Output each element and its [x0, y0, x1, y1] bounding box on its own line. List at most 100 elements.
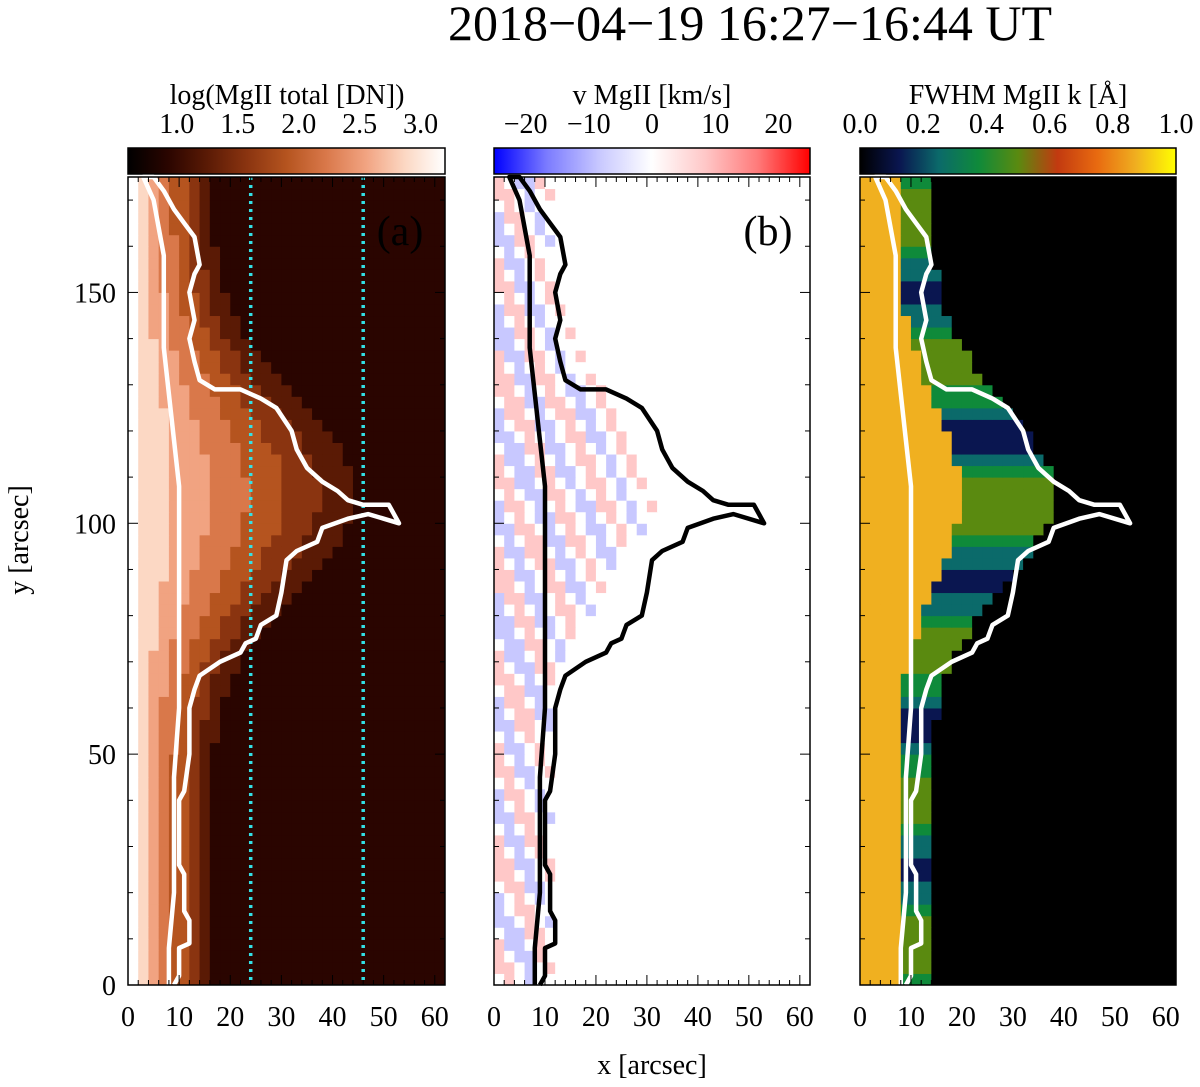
heatmap-cell: [271, 327, 282, 340]
heatmap-cell: [168, 303, 180, 317]
heatmap-cell: [575, 454, 587, 467]
heatmap-cell: [769, 557, 780, 570]
x-tick-label: 10: [165, 1002, 193, 1033]
heatmap-cell: [555, 500, 566, 513]
heatmap-cell: [718, 800, 729, 813]
heatmap-cell: [555, 627, 566, 640]
heatmap-cell: [555, 581, 566, 594]
heatmap-cell: [697, 303, 709, 317]
heatmap-cell: [494, 211, 505, 224]
heatmap-cell: [697, 327, 709, 340]
heatmap-cell: [585, 650, 597, 663]
heatmap-cell: [646, 292, 658, 305]
heatmap-cell: [404, 177, 415, 190]
heatmap-cell: [434, 546, 446, 559]
heatmap-cell: [281, 777, 293, 790]
heatmap-cell: [667, 338, 678, 351]
heatmap-cell: [301, 477, 313, 490]
heatmap-cell: [260, 384, 272, 397]
heatmap-cell: [626, 915, 638, 928]
heatmap-cell: [128, 604, 139, 617]
heatmap-cell: [697, 696, 709, 709]
heatmap-cell: [738, 419, 750, 432]
heatmap-cell: [148, 442, 160, 455]
heatmap-cell: [606, 188, 617, 201]
heatmap-cell: [312, 858, 323, 871]
heatmap-cell: [524, 823, 536, 836]
heatmap-cell: [910, 846, 922, 859]
heatmap-cell: [626, 581, 638, 594]
heatmap-cell: [1125, 904, 1136, 917]
heatmap-cell: [179, 950, 190, 963]
heatmap-cell: [291, 315, 303, 328]
heatmap-cell: [667, 361, 678, 374]
heatmap-cell: [1145, 938, 1157, 951]
heatmap-cell: [352, 673, 364, 686]
heatmap-cell: [575, 303, 587, 317]
heatmap-cell: [667, 257, 678, 270]
heatmap-cell: [504, 315, 515, 328]
heatmap-cell: [708, 938, 719, 951]
heatmap-cell: [322, 234, 334, 247]
heatmap-cell: [383, 315, 395, 328]
heatmap-cell: [383, 858, 395, 871]
heatmap-cell: [544, 292, 556, 305]
heatmap-cell: [271, 200, 282, 213]
heatmap-cell: [544, 511, 556, 524]
heatmap-cell: [322, 315, 334, 328]
heatmap-cell: [667, 557, 678, 570]
heatmap-cell: [687, 915, 699, 928]
heatmap-cell: [148, 396, 160, 409]
heatmap-cell: [646, 696, 658, 709]
heatmap-cell: [504, 834, 515, 847]
heatmap-cell: [504, 973, 515, 986]
heatmap-cell: [728, 177, 740, 190]
heatmap-cell: [168, 269, 180, 282]
heatmap-cell: [168, 961, 180, 974]
heatmap-cell: [738, 338, 750, 351]
heatmap-cell: [504, 581, 515, 594]
heatmap-cell: [687, 269, 699, 282]
heatmap-cell: [138, 292, 149, 305]
heatmap-cell: [575, 188, 587, 201]
heatmap-cell: [240, 892, 252, 905]
heatmap-cell: [890, 869, 902, 882]
colorbar-tick-label: 0.4: [969, 109, 1004, 140]
heatmap-cell: [504, 627, 515, 640]
heatmap-cell: [209, 523, 221, 536]
heatmap-cell: [524, 396, 536, 409]
heatmap-cell: [220, 742, 231, 755]
heatmap-cell: [779, 534, 791, 547]
heatmap-cell: [504, 511, 515, 524]
heatmap-cell: [880, 938, 892, 951]
heatmap-cell: [657, 177, 668, 190]
heatmap-cell: [636, 615, 648, 628]
heatmap-cell: [158, 604, 170, 617]
heatmap-cell: [595, 396, 607, 409]
heatmap-cell: [555, 904, 566, 917]
heatmap-cell: [606, 592, 617, 605]
heatmap-cell: [158, 650, 170, 663]
heatmap-cell: [504, 269, 515, 282]
heatmap-cell: [565, 627, 577, 640]
heatmap-cell: [332, 223, 344, 236]
heatmap-cell: [544, 442, 556, 455]
heatmap-cell: [1145, 915, 1157, 928]
heatmap-cell: [291, 419, 303, 432]
heatmap-cell: [312, 500, 323, 513]
heatmap-cell: [941, 846, 953, 859]
heatmap-cell: [281, 269, 293, 282]
heatmap-cell: [514, 430, 526, 443]
heatmap-cell: [301, 419, 313, 432]
heatmap-cell: [434, 500, 446, 513]
heatmap-cell: [544, 477, 556, 490]
heatmap-cell: [148, 615, 160, 628]
heatmap-cell: [779, 811, 791, 824]
heatmap-cell: [240, 303, 252, 317]
heatmap-cell: [575, 581, 587, 594]
heatmap-cell: [667, 569, 678, 582]
heatmap-cell: [728, 673, 740, 686]
heatmap-cell: [301, 673, 313, 686]
heatmap-cell: [189, 488, 201, 501]
heatmap-cell: [860, 858, 871, 871]
